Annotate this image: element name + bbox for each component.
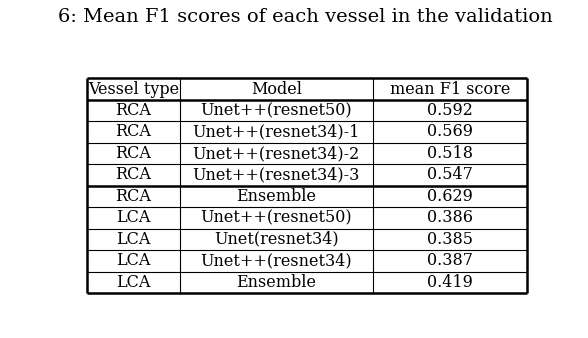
Text: 0.547: 0.547 [427, 166, 473, 184]
Text: LCA: LCA [116, 231, 151, 248]
Text: Unet++(resnet34): Unet++(resnet34) [201, 252, 352, 269]
Text: Unet++(resnet34)-1: Unet++(resnet34)-1 [193, 123, 360, 141]
Text: 0.592: 0.592 [427, 102, 473, 119]
Text: mean F1 score: mean F1 score [390, 80, 510, 98]
Text: Unet(resnet34): Unet(resnet34) [214, 231, 339, 248]
Text: RCA: RCA [115, 123, 151, 141]
Text: Unet++(resnet50): Unet++(resnet50) [201, 102, 352, 119]
Text: 0.518: 0.518 [427, 145, 473, 162]
Text: LCA: LCA [116, 274, 151, 291]
Text: Vessel type: Vessel type [88, 80, 179, 98]
Text: 0.387: 0.387 [427, 252, 473, 269]
Text: Unet++(resnet34)-2: Unet++(resnet34)-2 [193, 145, 360, 162]
Text: RCA: RCA [115, 188, 151, 205]
Text: Model: Model [250, 80, 302, 98]
Text: RCA: RCA [115, 102, 151, 119]
Text: LCA: LCA [116, 252, 151, 269]
Text: Ensemble: Ensemble [236, 274, 316, 291]
Text: LCA: LCA [116, 209, 151, 226]
Text: Unet++(resnet50): Unet++(resnet50) [201, 209, 352, 226]
Text: 0.629: 0.629 [427, 188, 473, 205]
Text: 0.386: 0.386 [427, 209, 473, 226]
Text: 6: Mean F1 scores of each vessel in the validation: 6: Mean F1 scores of each vessel in the … [58, 8, 553, 26]
Text: 0.419: 0.419 [427, 274, 473, 291]
Text: RCA: RCA [115, 145, 151, 162]
Text: Unet++(resnet34)-3: Unet++(resnet34)-3 [193, 166, 360, 184]
Text: 0.385: 0.385 [427, 231, 473, 248]
Text: Ensemble: Ensemble [236, 188, 316, 205]
Text: 0.569: 0.569 [427, 123, 473, 141]
Text: RCA: RCA [115, 166, 151, 184]
